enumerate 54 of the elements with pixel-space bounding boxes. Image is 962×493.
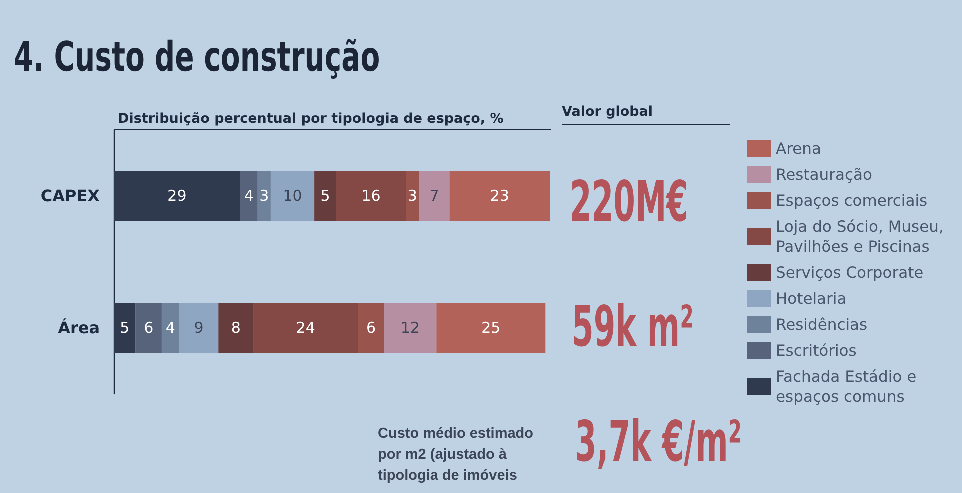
text: 3,7k €/m²: [575, 410, 742, 475]
bar: [450, 171, 550, 221]
bar: [384, 303, 437, 353]
bar: [419, 171, 450, 221]
data-label: 5: [320, 187, 330, 205]
data-label: 3: [408, 187, 418, 205]
bar: [406, 171, 420, 221]
bar: [114, 171, 240, 221]
data-label: 4: [166, 319, 176, 337]
text: 220M€: [570, 170, 688, 235]
text: 59k m²: [572, 295, 694, 360]
legend-label: Escritórios: [776, 342, 857, 360]
legend-label: Arena: [776, 140, 822, 158]
data-label: 23: [490, 187, 510, 205]
bar: [314, 171, 336, 221]
data-label: 16: [362, 187, 381, 205]
y-tick-label: CAPEX: [40, 186, 101, 206]
legend-label: Loja do Sócio, Museu, Pavilhões e Piscinas: [776, 218, 949, 256]
legend-label: Serviços Corporate: [776, 264, 924, 282]
bar: [218, 303, 254, 353]
bar: [179, 303, 219, 353]
text: Valor global: [562, 104, 654, 120]
data-label: 24: [296, 319, 316, 337]
data-label: 6: [366, 319, 376, 337]
legend-label: Residências: [776, 316, 868, 334]
bar: [114, 303, 136, 353]
data-label: 29: [168, 187, 187, 205]
data-label: 6: [144, 319, 154, 337]
data-label: 5: [120, 319, 130, 337]
legend-label: Hotelaria: [776, 290, 847, 308]
bar: [358, 303, 384, 353]
chart-subtitle: Distribuição percentual por tipologia de espaço, %: [118, 111, 504, 127]
chart-title: 4. Custo de construção: [14, 33, 380, 81]
data-label: 3: [260, 187, 270, 205]
legend-label: Fachada Estádio e espaços comuns: [776, 368, 922, 406]
bar: [254, 303, 358, 353]
data-label: 12: [400, 319, 420, 337]
y-tick-label: Área: [58, 318, 100, 338]
data-label: 8: [231, 319, 241, 337]
bar: [258, 171, 271, 221]
bar: [436, 303, 546, 353]
data-label: 9: [194, 319, 204, 337]
text: Custo médio estimado por m2 (ajustado à tipologia de imóveis: [378, 425, 534, 486]
legend-label: Restauração: [776, 166, 872, 184]
data-label: 7: [430, 187, 440, 205]
data-label: 25: [482, 319, 501, 337]
bar: [336, 171, 406, 221]
data-label: 4: [244, 187, 254, 205]
data-label: 10: [283, 187, 302, 205]
bar: [240, 171, 258, 221]
bar: [162, 303, 180, 353]
legend-label: Espaços comerciais: [776, 192, 928, 210]
bar: [270, 171, 315, 221]
bar: [136, 303, 162, 353]
